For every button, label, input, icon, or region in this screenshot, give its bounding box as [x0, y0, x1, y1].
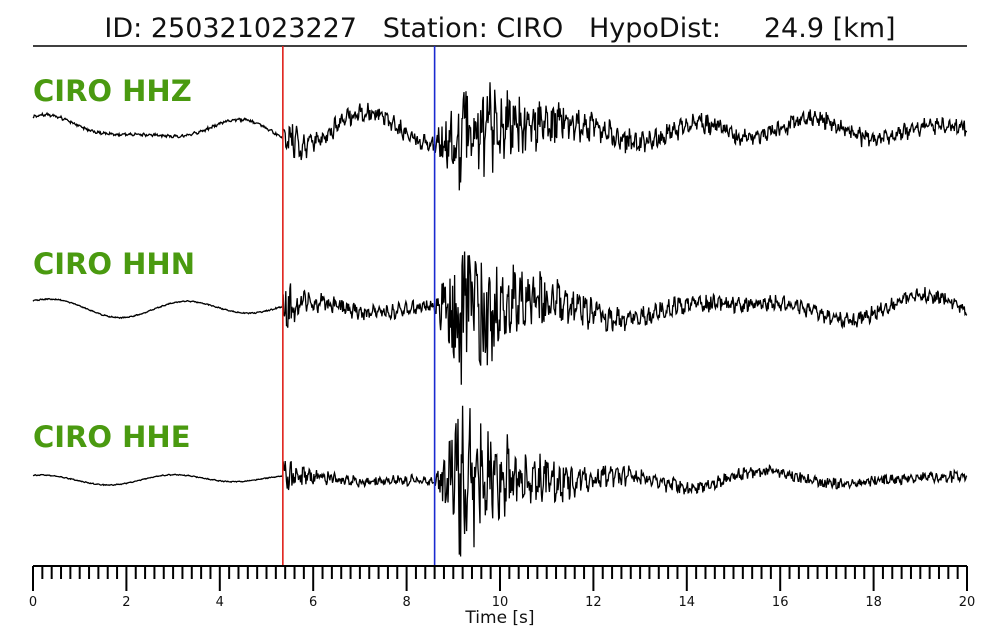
event-id: ID: 250321023227 [104, 13, 357, 44]
x-tick-label: 14 [679, 595, 696, 610]
hypocentral-distance: HypoDist: 24.9 [km] [589, 13, 896, 44]
x-tick-label: 12 [585, 595, 602, 610]
x-axis: 0 2 4 6 8 10 12 14 16 18 20 [29, 565, 976, 610]
x-tick-label: 0 [29, 595, 37, 610]
x-tick-label: 6 [309, 595, 317, 610]
trace-line [32, 82, 968, 191]
chart-title: ID: 250321023227 Station: CIRO HypoDist:… [104, 13, 895, 44]
channel-label: CIRO HHN [33, 247, 195, 281]
x-tick-label: 10 [492, 595, 509, 610]
channel-label: CIRO HHZ [33, 74, 192, 108]
x-tick-label: 2 [122, 595, 130, 610]
trace-group [32, 82, 968, 557]
x-tick-label: 20 [959, 595, 976, 610]
x-tick-label: 8 [402, 595, 410, 610]
phase-picks [282, 46, 436, 566]
x-tick-label: 18 [865, 595, 882, 610]
x-tick-label: 16 [772, 595, 789, 610]
channel-label: CIRO HHE [33, 420, 191, 454]
station-name: Station: CIRO [383, 13, 564, 44]
x-tick-label: 4 [216, 595, 224, 610]
x-axis-label: Time [s] [464, 608, 534, 628]
trace-line [32, 405, 968, 557]
channel-labels: CIRO HHZ CIRO HHN CIRO HHE [33, 74, 195, 454]
trace-line [32, 251, 968, 385]
